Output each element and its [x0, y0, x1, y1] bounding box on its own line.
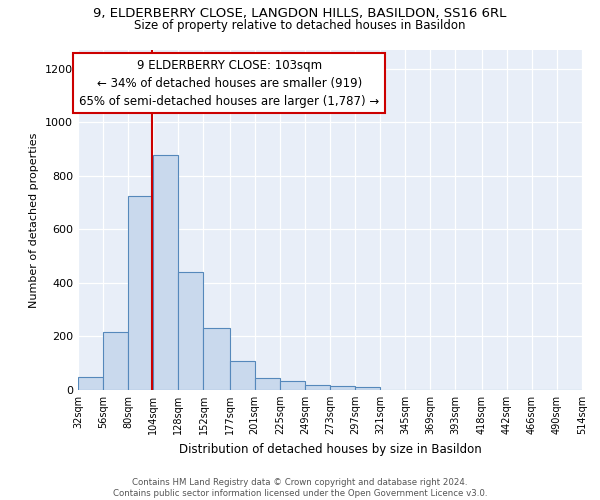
- X-axis label: Distribution of detached houses by size in Basildon: Distribution of detached houses by size …: [179, 442, 481, 456]
- Bar: [305, 384, 330, 390]
- Bar: [355, 388, 380, 390]
- Bar: [103, 332, 128, 390]
- Bar: [280, 381, 305, 390]
- Bar: [78, 376, 103, 390]
- Text: 9, ELDERBERRY CLOSE, LANGDON HILLS, BASILDON, SS16 6RL: 9, ELDERBERRY CLOSE, LANGDON HILLS, BASI…: [94, 8, 506, 20]
- Bar: [178, 272, 203, 390]
- Text: Contains HM Land Registry data © Crown copyright and database right 2024.
Contai: Contains HM Land Registry data © Crown c…: [113, 478, 487, 498]
- Text: Size of property relative to detached houses in Basildon: Size of property relative to detached ho…: [134, 18, 466, 32]
- Bar: [330, 386, 355, 390]
- Bar: [255, 378, 280, 390]
- Bar: [203, 328, 230, 390]
- Y-axis label: Number of detached properties: Number of detached properties: [29, 132, 40, 308]
- Bar: [153, 155, 178, 390]
- Text: 9 ELDERBERRY CLOSE: 103sqm
← 34% of detached houses are smaller (919)
65% of sem: 9 ELDERBERRY CLOSE: 103sqm ← 34% of deta…: [79, 58, 379, 108]
- Bar: [128, 196, 153, 390]
- Bar: [230, 362, 255, 390]
